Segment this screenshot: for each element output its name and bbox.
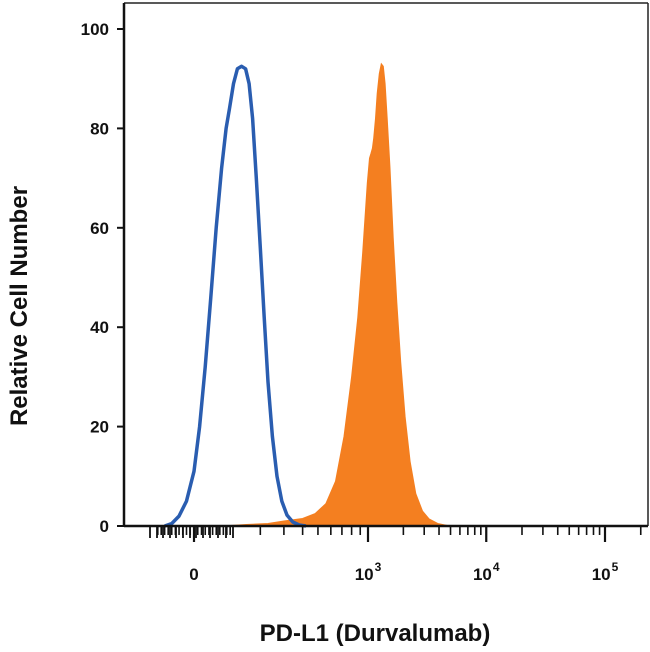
y-tick-label: 60: [90, 219, 109, 238]
x-tick-label: 104: [473, 560, 500, 584]
series-layer: [164, 62, 460, 528]
series-filled-histogram: [223, 62, 460, 527]
x-axis: 0 103 104 105: [124, 524, 648, 584]
y-axis-title: Relative Cell Number: [6, 186, 33, 426]
x-tick-label: 103: [355, 560, 382, 584]
x-ticks: 0 103 104 105: [149, 526, 642, 584]
y-tick-label: 20: [90, 418, 109, 437]
y-tick-label: 40: [90, 318, 109, 337]
plot-frame: [124, 2, 649, 526]
y-ticks: 0 20 40 60 80 100: [81, 20, 124, 536]
y-axis: 0 20 40 60 80 100: [81, 3, 126, 536]
y-tick-label: 0: [100, 517, 109, 536]
series-outline-histogram: [164, 64, 307, 528]
x-axis-title: PD-L1 (Durvalumab): [260, 620, 491, 647]
y-tick-label: 80: [90, 119, 109, 138]
x-tick-label: 105: [592, 560, 619, 584]
x-tick-label: 0: [189, 565, 198, 584]
y-tick-label: 100: [81, 20, 109, 39]
